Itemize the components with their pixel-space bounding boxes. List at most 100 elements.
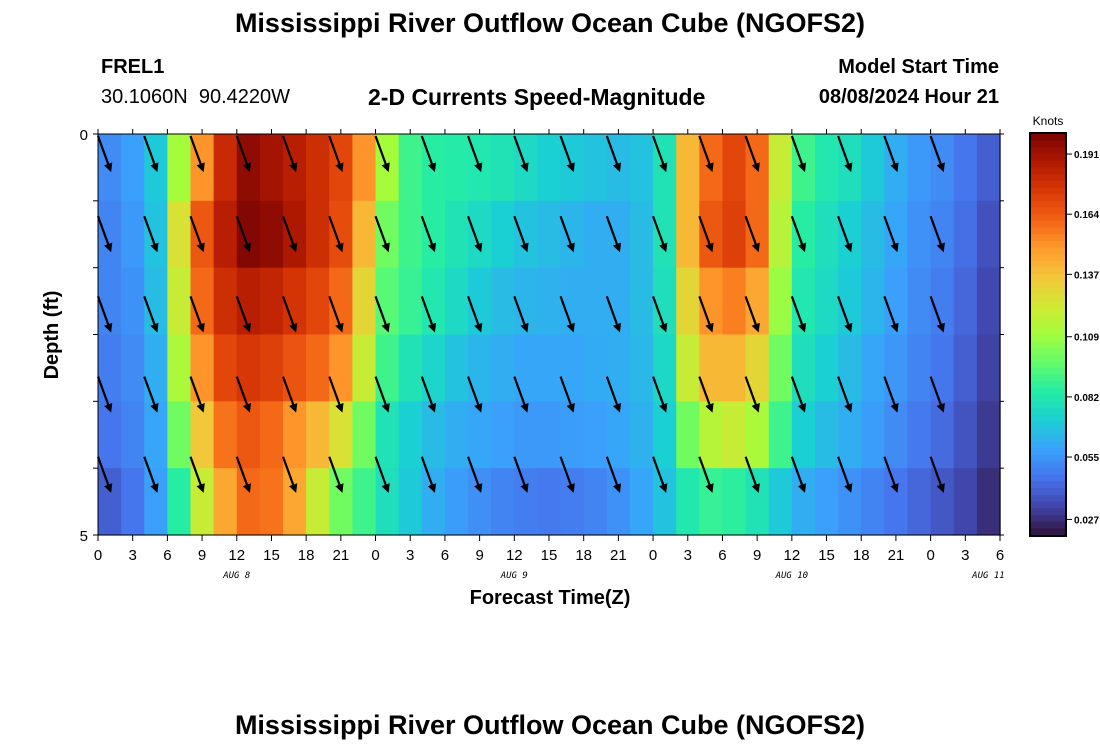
heatmap-cell — [653, 468, 677, 536]
heatmap-cell — [583, 134, 608, 202]
heatmap-cell — [629, 267, 654, 336]
heatmap-cell — [930, 468, 955, 536]
current-arrow — [744, 135, 760, 173]
current-arrow — [698, 456, 714, 493]
heatmap-cell — [676, 134, 700, 202]
current-arrow — [837, 296, 853, 333]
heatmap-cell — [676, 334, 700, 402]
heatmap-cell — [791, 334, 816, 402]
x-tick-label: 0 — [926, 547, 934, 564]
current-arrow — [374, 135, 390, 173]
heatmap-cell — [884, 200, 909, 269]
heatmap-cell — [444, 334, 469, 402]
heatmap-cell — [560, 267, 585, 336]
heatmap-cell — [213, 267, 238, 336]
heatmap-cell — [398, 468, 423, 536]
x-tick-label: 9 — [753, 547, 761, 564]
heatmap-cell — [930, 267, 955, 336]
y-tick-label: 5 — [80, 528, 88, 545]
current-arrow — [235, 456, 252, 493]
heatmap-cell — [98, 267, 122, 336]
heatmap-cell — [306, 267, 330, 336]
heatmap-cell — [444, 468, 469, 536]
colorbar-swatch — [1031, 214, 1065, 222]
current-arrow — [143, 456, 159, 493]
colorbar-swatch — [1031, 481, 1065, 489]
current-arrow — [96, 296, 113, 333]
colorbar-swatch — [1031, 200, 1065, 209]
heatmap-cell — [259, 401, 284, 469]
current-arrow — [605, 376, 622, 413]
heatmap-cell — [722, 200, 747, 269]
heatmap-cell — [722, 134, 747, 202]
current-arrow — [790, 135, 807, 173]
current-arrow — [281, 376, 298, 413]
colorbar-swatch — [1031, 508, 1065, 516]
heatmap-cell — [283, 200, 307, 269]
heatmap-cell — [375, 334, 400, 402]
current-arrows — [96, 135, 945, 493]
colorbar-tick-label: 0.137 — [1074, 270, 1099, 281]
heatmap-cell — [283, 401, 307, 469]
heatmap-cell — [629, 134, 654, 202]
heatmap-cell — [653, 200, 677, 269]
heatmap-cell — [468, 200, 492, 269]
current-arrow — [143, 215, 159, 253]
current-arrow — [883, 135, 899, 173]
heatmap-cell — [514, 334, 539, 402]
heatmap-cell — [838, 401, 862, 469]
colorbar-swatch — [1031, 434, 1065, 443]
colorbar-swatch — [1031, 147, 1065, 155]
heatmap-cell — [306, 334, 330, 402]
heatmap-cell — [768, 468, 793, 536]
colorbar-swatch — [1031, 254, 1065, 262]
colorbar-frame — [1029, 132, 1067, 537]
current-arrow — [790, 376, 807, 413]
current-arrow — [467, 215, 483, 253]
heatmap-cell — [745, 200, 770, 269]
current-arrow — [698, 376, 714, 413]
x-tick-label: 6 — [996, 547, 1004, 564]
colorbar-swatch — [1031, 234, 1065, 242]
heatmap-cell — [745, 468, 770, 536]
heatmap-cell — [514, 200, 539, 269]
heatmap-cell — [560, 401, 585, 469]
heatmap-cell — [236, 334, 261, 402]
current-arrow — [235, 376, 252, 413]
heatmap-cell — [907, 200, 932, 269]
heatmap-cell — [861, 334, 885, 402]
heatmap-cell — [306, 401, 330, 469]
x-tick-label: 21 — [888, 547, 905, 564]
x-tick-label: 18 — [853, 547, 870, 564]
heatmap-cell — [537, 468, 562, 536]
heatmap-cell — [444, 401, 469, 469]
current-arrow — [929, 456, 945, 493]
heatmap-cell — [283, 334, 307, 402]
heatmap-cell — [861, 468, 885, 536]
heatmap-cell — [306, 134, 330, 202]
heatmap-cell — [583, 401, 608, 469]
heatmap-cell — [722, 267, 747, 336]
colorbar-swatch — [1031, 401, 1065, 409]
heatmap-cell — [791, 200, 816, 269]
heatmap-cell — [629, 468, 654, 536]
colorbar-swatch — [1031, 154, 1065, 162]
heatmap-cell — [213, 401, 238, 469]
heatmap-cell — [329, 468, 354, 536]
heatmap-cell — [491, 200, 515, 269]
heatmap-cell — [653, 334, 677, 402]
colorbar-swatch — [1031, 160, 1065, 169]
heatmap-cell — [375, 468, 400, 536]
heatmap-cell — [907, 134, 932, 202]
footer-title: Mississippi River Outflow Ocean Cube (NG… — [234, 710, 866, 740]
heatmap-cell — [167, 267, 192, 336]
colorbar-swatch — [1031, 334, 1065, 342]
current-arrow — [420, 135, 437, 173]
x-tick-label: 3 — [961, 547, 969, 564]
model-start-time-label: Model Start Time — [838, 56, 999, 78]
colorbar-tick-label: 0.055 — [1074, 453, 1099, 464]
heatmap-cell — [814, 267, 839, 336]
colorbar-swatch — [1031, 361, 1065, 369]
colorbar-swatch — [1031, 454, 1065, 463]
heatmap-cell — [629, 200, 654, 269]
